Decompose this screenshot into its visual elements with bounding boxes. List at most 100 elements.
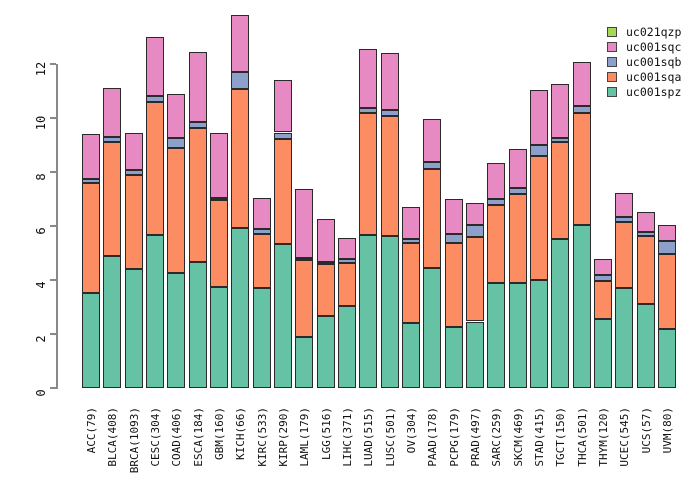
legend-item-uc001sqb: uc001sqb — [607, 54, 681, 69]
x-axis-label-text: UVM(80) — [661, 407, 674, 454]
bar-segment-uc001sqb — [167, 137, 185, 148]
legend-item-uc001sqa: uc001sqa — [607, 69, 681, 84]
bar-segment-uc001sqc — [509, 149, 527, 188]
x-axis-label-text: ACC(79) — [85, 407, 98, 454]
bar-segment-uc001spz — [445, 326, 463, 388]
bar-segment-uc001sqc — [210, 132, 228, 199]
bar-segment-uc001sqc — [189, 51, 207, 122]
bar-segment-uc001sqc — [317, 219, 335, 262]
bar-segment-uc001sqc — [402, 206, 420, 240]
x-axis-label-text: UCS(57) — [640, 407, 653, 454]
y-tick — [50, 117, 56, 119]
bar-segment-uc001sqb — [295, 258, 313, 261]
bar-segment-uc001sqc — [615, 192, 633, 217]
bar-segment-uc001spz — [381, 236, 399, 388]
x-axis-label-text: ESCA(184) — [192, 407, 205, 467]
bar-segment-uc001sqb — [103, 137, 121, 143]
x-axis-label-text: LUAD(515) — [362, 407, 375, 467]
bar-segment-uc001sqb — [658, 241, 676, 255]
legend-swatch-icon — [607, 71, 617, 82]
x-axis-label-text: LAML(179) — [298, 407, 311, 467]
bar-segment-uc001spz — [423, 267, 441, 388]
y-tick-label-text: 8 — [34, 173, 48, 181]
x-axis-label-text: TGCT(150) — [554, 407, 567, 467]
legend-label: uc001sqb — [626, 54, 682, 69]
bar-segment-uc001sqa — [551, 141, 569, 240]
bar-segment-uc001sqc — [381, 53, 399, 110]
bar-segment-uc001sqb — [231, 71, 249, 90]
bar-segment-uc001sqb — [210, 198, 228, 201]
y-tick-label-text: 10 — [34, 115, 48, 131]
bar-segment-uc001spz — [487, 283, 505, 388]
x-axis-label-text: KIRP(290) — [277, 407, 290, 467]
legend-swatch-icon — [607, 56, 617, 67]
bar-segment-uc001sqb — [402, 239, 420, 244]
bar-segment-uc001sqa — [381, 116, 399, 236]
bar-segment-uc001sqb — [423, 161, 441, 170]
x-axis-label-text: BLCA(408) — [106, 407, 119, 467]
y-tick — [50, 333, 56, 335]
legend-label: uc021qzp — [626, 24, 682, 39]
bar-segment-uc001sqa — [317, 264, 335, 317]
bar-segment-uc001sqa — [82, 183, 100, 294]
bar-segment-uc001sqc — [466, 203, 484, 225]
legend-swatch-icon — [607, 26, 617, 37]
bar-segment-uc001spz — [551, 239, 569, 388]
legend-swatch-icon — [607, 86, 617, 97]
bar-segment-uc001sqc — [423, 119, 441, 162]
bar-segment-uc001sqa — [167, 147, 185, 274]
bar-segment-uc001sqb — [146, 95, 164, 102]
x-axis-label-text: LGG(516) — [320, 407, 333, 460]
bar-segment-uc001spz — [615, 288, 633, 388]
y-tick — [50, 171, 56, 173]
legend-label: uc001sqc — [626, 39, 682, 54]
bar-segment-uc001sqa — [359, 113, 377, 235]
bar-segment-uc001spz — [295, 337, 313, 388]
x-axis-label-text: THCA(501) — [576, 407, 589, 467]
legend-item-uc001spz: uc001spz — [607, 84, 681, 99]
bar-segment-uc001sqc — [573, 61, 591, 107]
x-axis-label-text: THYM(120) — [597, 407, 610, 467]
legend-item-uc001sqc: uc001sqc — [607, 39, 681, 54]
bar-segment-uc001spz — [466, 321, 484, 388]
x-axis-label-text: KICH(66) — [234, 407, 247, 460]
bar-segment-uc001spz — [530, 280, 548, 388]
bar-segment-uc001sqb — [338, 259, 356, 263]
bar-segment-uc001sqa — [573, 113, 591, 225]
y-tick-label-text: 12 — [34, 61, 48, 77]
bar-segment-uc001sqc — [274, 79, 292, 133]
x-axis-label-text: CESC(304) — [149, 407, 162, 467]
bar-segment-uc001spz — [167, 273, 185, 389]
bar-segment-uc001sqc — [487, 162, 505, 200]
bar-segment-uc001sqc — [637, 211, 655, 232]
bar-segment-uc001sqc — [551, 84, 569, 138]
bar-segment-uc001sqc — [146, 37, 164, 96]
bar-segment-uc001sqc — [530, 89, 548, 145]
bar-segment-uc001sqc — [295, 189, 313, 259]
bar-segment-uc001sqc — [231, 15, 249, 72]
bar-segment-uc001spz — [359, 234, 377, 388]
bar-segment-uc001sqa — [274, 139, 292, 245]
bar-segment-uc001sqa — [423, 169, 441, 268]
bar-segment-uc001spz — [317, 316, 335, 388]
x-axis-label-text: SKCM(469) — [512, 407, 525, 467]
bar-segment-uc001sqb — [82, 179, 100, 184]
bar-segment-uc001sqa — [530, 156, 548, 280]
bar-segment-uc001sqc — [253, 197, 271, 230]
bar-segment-uc001sqb — [317, 261, 335, 264]
bar-segment-uc001sqa — [189, 128, 207, 263]
legend: uc021qzp uc001sqc uc001sqb uc001sqa uc001spz — [607, 24, 681, 99]
x-axis-label-text: COAD(406) — [170, 407, 183, 467]
bar-segment-uc001sqb — [253, 229, 271, 235]
x-axis-label-text: SARC(259) — [490, 407, 503, 467]
legend-item-uc021qzp: uc021qzp — [607, 24, 681, 39]
bar-segment-uc001spz — [103, 255, 121, 388]
x-axis-label-text: LIHC(371) — [341, 407, 354, 467]
bar-segment-uc001sqb — [487, 199, 505, 205]
x-axis-label-text: UCEC(545) — [618, 407, 631, 467]
x-axis-label-text: LUSC(501) — [384, 407, 397, 467]
bar-segment-uc001spz — [210, 286, 228, 389]
bar-segment-uc001sqb — [530, 145, 548, 157]
y-tick-label-text: 2 — [34, 335, 48, 343]
bar-segment-uc001sqc — [82, 133, 100, 180]
